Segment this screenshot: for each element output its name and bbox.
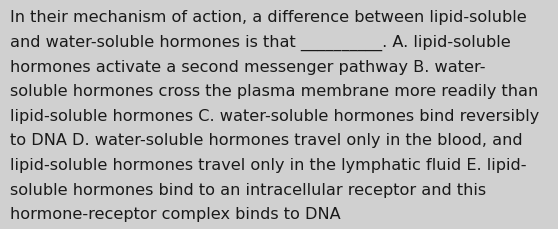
Text: lipid-soluble hormones travel only in the lymphatic fluid E. lipid-: lipid-soluble hormones travel only in th… — [10, 157, 527, 172]
Text: soluble hormones bind to an intracellular receptor and this: soluble hormones bind to an intracellula… — [10, 182, 486, 197]
Text: hormones activate a second messenger pathway B. water-: hormones activate a second messenger pat… — [10, 59, 485, 74]
Text: to DNA D. water-soluble hormones travel only in the blood, and: to DNA D. water-soluble hormones travel … — [10, 133, 523, 148]
Text: lipid-soluble hormones C. water-soluble hormones bind reversibly: lipid-soluble hormones C. water-soluble … — [10, 108, 539, 123]
Text: In their mechanism of action, a difference between lipid-soluble: In their mechanism of action, a differen… — [10, 10, 527, 25]
Text: and water-soluble hormones is that __________. A. lipid-soluble: and water-soluble hormones is that _____… — [10, 35, 511, 51]
Text: hormone-receptor complex binds to DNA: hormone-receptor complex binds to DNA — [10, 206, 341, 221]
Text: soluble hormones cross the plasma membrane more readily than: soluble hormones cross the plasma membra… — [10, 84, 538, 99]
